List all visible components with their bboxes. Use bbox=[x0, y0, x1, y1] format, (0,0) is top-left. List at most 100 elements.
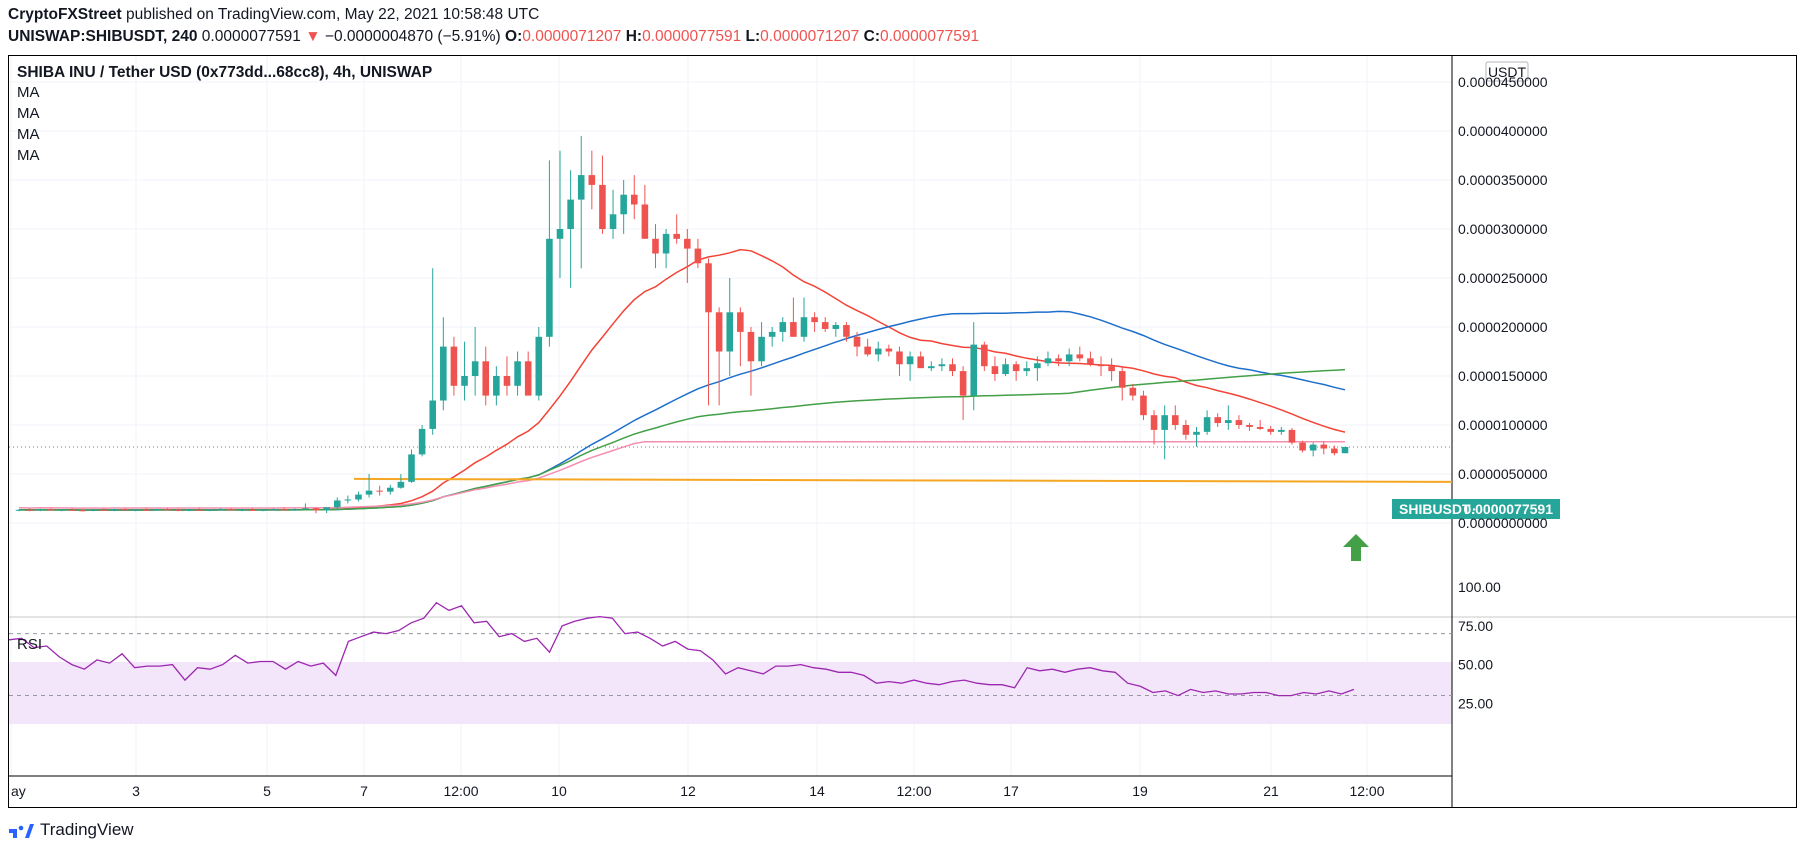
candle-body bbox=[1044, 358, 1052, 364]
candle-body bbox=[535, 336, 543, 396]
chart-marks bbox=[8, 135, 1453, 697]
candle-body bbox=[599, 184, 606, 229]
candle-body bbox=[737, 312, 744, 332]
time-tick-label: 5 bbox=[263, 783, 271, 799]
candle-body bbox=[47, 509, 55, 511]
candle-body bbox=[1002, 364, 1009, 375]
candle-body bbox=[227, 509, 235, 511]
rsi-tick-label: 25.00 bbox=[1458, 695, 1493, 711]
candle-body bbox=[333, 500, 341, 508]
down-arrow-icon: ▼ bbox=[305, 28, 321, 45]
chart-frame: SHIBA INU / Tether USD (0x773dd...68cc8)… bbox=[8, 55, 1797, 808]
candle-body bbox=[100, 509, 108, 511]
time-tick-label: 12:00 bbox=[896, 783, 931, 799]
candle-body bbox=[662, 233, 670, 254]
candle-body bbox=[917, 356, 924, 369]
time-tick-label: 12:00 bbox=[443, 783, 478, 799]
currency-box bbox=[1485, 61, 1529, 82]
legend-ma-2[interactable]: MA bbox=[17, 105, 40, 122]
candle-body bbox=[280, 509, 288, 511]
price-tag[interactable] bbox=[1392, 499, 1560, 519]
chart-canvas[interactable]: SHIBA INU / Tether USD (0x773dd...68cc8)… bbox=[8, 56, 1796, 807]
price-tick-label: 0.0000200000 bbox=[1458, 319, 1548, 335]
candle-body bbox=[546, 238, 553, 337]
candle-body bbox=[143, 509, 150, 511]
legend-ma-4[interactable]: MA bbox=[17, 147, 40, 164]
candle-body bbox=[959, 371, 967, 396]
publish-date: published on TradingView.com, May 22, 20… bbox=[126, 6, 540, 23]
candle-body bbox=[991, 366, 999, 375]
low-value: 0.0000071207 bbox=[760, 28, 860, 45]
candle-body bbox=[567, 199, 574, 229]
candle-body bbox=[705, 263, 712, 313]
price-tick-label: 0.0000050000 bbox=[1458, 466, 1548, 482]
candle-body bbox=[270, 509, 277, 511]
support-line bbox=[353, 477, 1453, 483]
candle-body bbox=[429, 400, 437, 429]
candle-body bbox=[694, 248, 702, 264]
time-tick-label: 7 bbox=[360, 783, 368, 799]
candle-body bbox=[1256, 426, 1264, 429]
candle-body bbox=[376, 490, 383, 492]
price-tick-label: 0.0000150000 bbox=[1458, 368, 1548, 384]
time-tick-label: 10 bbox=[551, 783, 567, 799]
candle-body bbox=[1278, 429, 1285, 432]
candle-body bbox=[1299, 442, 1306, 451]
grid bbox=[9, 56, 1452, 776]
candle-body bbox=[1161, 415, 1168, 430]
candle-body bbox=[874, 348, 882, 355]
chart-title: SHIBA INU / Tether USD (0x773dd...68cc8)… bbox=[17, 64, 432, 81]
publisher-name: CryptoFXStreet bbox=[8, 6, 122, 23]
candle-body bbox=[673, 233, 680, 239]
candle-body bbox=[726, 312, 734, 352]
candle-body bbox=[1267, 428, 1275, 432]
time-tick-label: ay bbox=[11, 783, 26, 799]
candle-body bbox=[185, 509, 193, 511]
candle-body bbox=[493, 376, 500, 396]
symbol-interval: UNISWAP:SHIBUSDT, 240 bbox=[8, 28, 198, 45]
candle-body bbox=[1193, 431, 1200, 435]
candle-body bbox=[1097, 364, 1105, 367]
candle-body bbox=[1150, 415, 1158, 430]
candle-body bbox=[864, 346, 871, 355]
price-tag-symbol: SHIBUSDT bbox=[1399, 501, 1471, 517]
footer-brand[interactable]: TradingView bbox=[8, 820, 134, 840]
time-tick-label: 17 bbox=[1003, 783, 1019, 799]
candle-body bbox=[1012, 364, 1020, 372]
price-tick-label: 0.0000250000 bbox=[1458, 270, 1548, 286]
candle-body bbox=[1076, 354, 1084, 359]
candle-body bbox=[768, 331, 776, 337]
candle-body bbox=[970, 344, 978, 396]
legend-ma-1[interactable]: MA bbox=[17, 84, 40, 101]
candle-body bbox=[949, 364, 956, 372]
candle-body bbox=[259, 509, 267, 511]
candle-body bbox=[1246, 425, 1253, 427]
candle-body bbox=[344, 499, 352, 501]
candle-body bbox=[1065, 354, 1073, 362]
candle-body bbox=[1331, 448, 1338, 454]
candle-body bbox=[440, 346, 447, 401]
candle-body bbox=[153, 509, 161, 511]
candle-body bbox=[132, 509, 139, 511]
candle-body bbox=[938, 364, 946, 367]
candle-body bbox=[89, 509, 97, 511]
candle-body bbox=[620, 194, 627, 215]
candle-body bbox=[36, 509, 44, 511]
price-tick-label: 0.0000100000 bbox=[1458, 417, 1548, 433]
candle-body bbox=[386, 487, 394, 492]
candle-body bbox=[450, 346, 458, 386]
candle-body bbox=[1171, 415, 1179, 425]
candle-body bbox=[1182, 425, 1190, 435]
candle-body bbox=[1118, 371, 1126, 388]
time-tick-label: 3 bbox=[132, 783, 140, 799]
time-tick-label: 21 bbox=[1263, 783, 1279, 799]
ma-line-red bbox=[18, 248, 1346, 511]
candle-body bbox=[1225, 420, 1232, 424]
candle-body bbox=[524, 361, 532, 396]
candle-body bbox=[418, 428, 426, 455]
legend-ma-3[interactable]: MA bbox=[17, 126, 40, 143]
price-tick-label: 0.0000400000 bbox=[1458, 123, 1548, 139]
candle-body bbox=[832, 325, 840, 329]
candle-body bbox=[1341, 446, 1349, 454]
candle-body bbox=[843, 325, 850, 337]
